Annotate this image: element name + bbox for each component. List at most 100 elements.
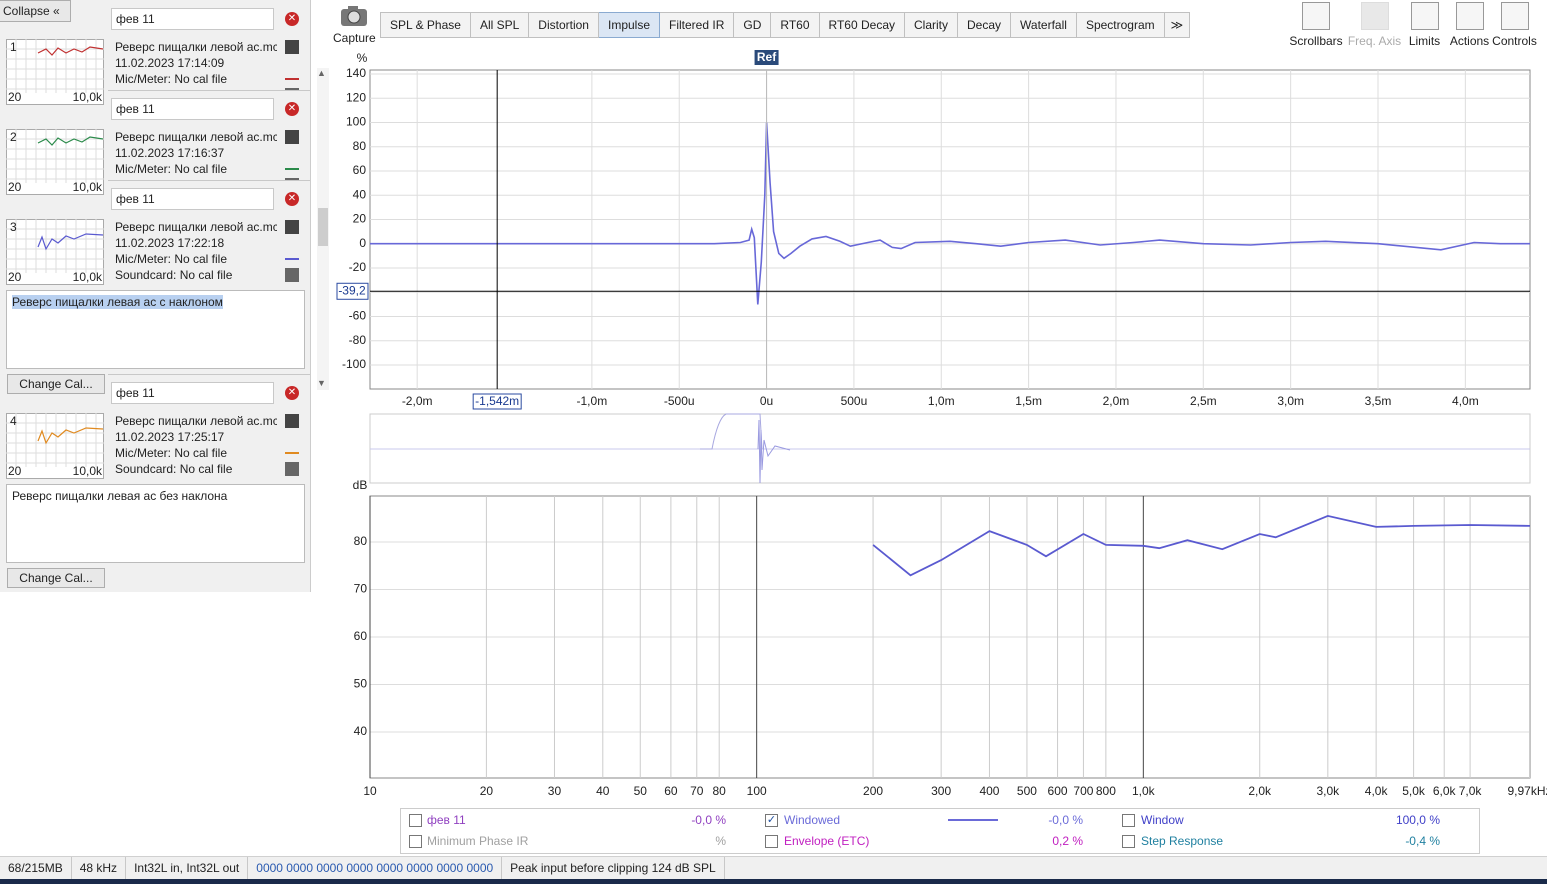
thumbnail[interactable]: 2 20 10,0k [6, 129, 104, 195]
measurement-icon[interactable] [285, 414, 299, 428]
note-text: Реверс пищалки левая ас без наклона [12, 489, 228, 503]
legend-checkbox[interactable] [1122, 835, 1135, 848]
legend-value: % [715, 834, 726, 848]
legend-name[interactable]: фев 11 [427, 813, 466, 827]
measurement-notes[interactable]: Реверс пищалки левая ас без наклона [6, 484, 305, 563]
more-tabs[interactable]: ≫ [1164, 12, 1191, 38]
measurement-icon[interactable] [285, 462, 299, 476]
cursor-y-box [336, 282, 369, 300]
measurement-notes[interactable]: Реверс пищалки левая ас с наклоном [6, 290, 305, 369]
measurement-name-input[interactable]: фев 11 [111, 188, 274, 210]
x-tick-label: 50 [634, 784, 648, 798]
tab[interactable]: Impulse [598, 12, 661, 38]
impulse-curve [370, 122, 1530, 305]
measurement-name-input[interactable]: фев 11 [111, 382, 274, 404]
tab[interactable]: Waterfall [1011, 12, 1077, 38]
sidebar-scrollbar[interactable]: ▲ ▼ [317, 68, 329, 390]
thumbnail[interactable]: 4 20 10,0k [6, 413, 104, 479]
legend-name[interactable]: Envelope (ETC) [784, 834, 870, 848]
measurement-date: 11.02.2023 17:25:17 [115, 430, 225, 444]
tab[interactable]: All SPL [470, 12, 530, 38]
collapse-button[interactable]: Collapse « [0, 0, 71, 22]
remove-button[interactable]: ✕ [285, 192, 299, 206]
change-cal-button[interactable]: Change Cal... [7, 374, 105, 394]
thumbnail[interactable]: 3 20 10,0k [6, 219, 104, 285]
change-cal-button[interactable]: Change Cal... [7, 568, 105, 588]
measurement-icon[interactable] [285, 154, 299, 170]
legend-checkbox[interactable] [765, 835, 778, 848]
button-icon [1500, 2, 1529, 30]
capture-label[interactable]: Capture [333, 31, 376, 45]
thumb-index: 1 [10, 40, 17, 54]
toolbar-button[interactable]: Actions [1447, 2, 1492, 48]
camera [341, 6, 367, 26]
x-tick-label: 500 [1017, 784, 1037, 798]
thumb-bg [6, 39, 104, 105]
tab[interactable]: Spectrogram [1076, 12, 1165, 38]
measurement-icon[interactable] [285, 64, 299, 80]
x-tick-label: 6,0k [1433, 784, 1457, 798]
x-tick-label: 7,0k [1459, 784, 1483, 798]
legend-name[interactable]: Minimum Phase IR [427, 834, 529, 848]
legend-name[interactable]: Window [1141, 813, 1184, 827]
remove-button[interactable]: ✕ [285, 12, 299, 26]
legend-value: -0,0 % [1048, 813, 1083, 827]
scroll-down[interactable]: ▼ [317, 378, 326, 388]
legend-name[interactable]: Windowed [784, 813, 841, 827]
button-icon [1360, 2, 1389, 30]
impulse-plot-area [369, 69, 1531, 390]
measurement-date: 11.02.2023 17:16:37 [115, 146, 225, 160]
tab[interactable]: Distortion [529, 12, 599, 38]
x-tick-label: 3,5m [1365, 394, 1392, 408]
remove-button[interactable]: ✕ [285, 102, 299, 116]
tab[interactable]: Clarity [905, 12, 959, 38]
measurement-icon[interactable] [285, 220, 299, 234]
measurement-name-input[interactable]: фев 11 [111, 98, 274, 120]
measurement-icon[interactable] [285, 244, 299, 260]
x-tick-label: 30 [548, 784, 562, 798]
x-tick-label: 500u [841, 394, 868, 408]
x-tick-label: 800 [1096, 784, 1116, 798]
measurement-icon[interactable] [285, 40, 299, 54]
tab-bar: SPL & Phase All SPL Distortion Impulse Filte… [380, 12, 1191, 38]
scroll-up[interactable]: ▲ [317, 68, 326, 78]
measurement-title: Реверс пищалки левой ас.mc [115, 220, 277, 234]
thumbnail[interactable]: 1 20 10,0k [6, 39, 104, 105]
x-tick-label: 3,0k [1316, 784, 1340, 798]
scroll-thumb[interactable] [318, 208, 328, 246]
x-tick-label: 2,5m [1190, 394, 1217, 408]
tab[interactable]: SPL & Phase [381, 12, 471, 38]
tab[interactable]: RT60 [771, 12, 820, 38]
thumb-curve [37, 233, 104, 251]
toolbar-button[interactable]: Controls [1492, 2, 1537, 48]
measurement-name-input[interactable]: фев 11 [111, 8, 274, 30]
capture-icon[interactable] [338, 4, 370, 28]
legend-checkbox[interactable] [1122, 814, 1135, 827]
tab[interactable]: Filtered IR [660, 12, 735, 38]
legend-checkbox[interactable] [409, 835, 422, 848]
thumb-index: 4 [10, 414, 17, 428]
measurement-icon[interactable] [285, 438, 299, 454]
tab[interactable]: Decay [958, 12, 1012, 38]
x-tick-label: 4,0m [1452, 394, 1479, 408]
toolbar-button: Freq. Axis [1347, 2, 1402, 48]
x-tick-label: 1,0m [928, 394, 955, 408]
remove-button[interactable]: ✕ [285, 386, 299, 400]
measurement-title: Реверс пищалки левой ас.mc [115, 40, 277, 54]
measurement-icon[interactable] [285, 130, 299, 144]
measurement-icon[interactable] [285, 268, 299, 282]
tab[interactable]: GD [734, 12, 772, 38]
legend-checkbox[interactable]: ✓ [765, 814, 778, 827]
measurement-title: Реверс пищалки левой ас.mc [115, 130, 277, 144]
legend-value: 100,0 % [1395, 813, 1440, 827]
measurement-date: 11.02.2023 17:14:09 [115, 56, 225, 70]
x-tick-label: 2,0m [1103, 394, 1130, 408]
tab[interactable]: RT60 Decay [819, 12, 905, 38]
legend-name[interactable]: Step Response [1141, 834, 1224, 848]
legend-checkbox[interactable] [409, 814, 422, 827]
button-label: Actions [1449, 34, 1490, 48]
y-tick-label: 50 [354, 677, 368, 691]
measurement-soundcard: Soundcard: No cal file [115, 462, 233, 476]
toolbar-button[interactable]: Scrollbars [1285, 2, 1347, 48]
toolbar-button[interactable]: Limits [1402, 2, 1447, 48]
